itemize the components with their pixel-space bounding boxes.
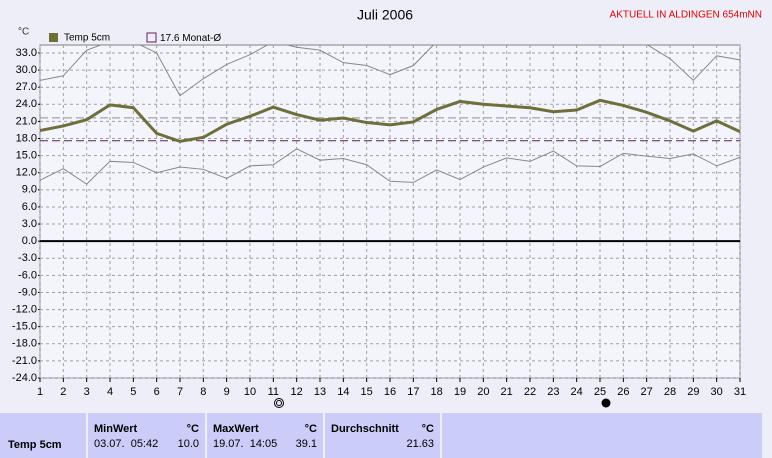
y-tick-label: 9.0: [22, 184, 37, 196]
avg-unit: °C: [421, 423, 434, 435]
temp-line: [40, 98, 740, 143]
x-tick-label: 10: [244, 386, 256, 398]
max-unit: °C: [304, 423, 317, 435]
y-tick-label: 24.0: [16, 98, 37, 110]
legend-label: 17.6 Monat-Ø: [160, 33, 221, 44]
x-tick-label: 3: [84, 386, 90, 398]
min-title: MinWert: [94, 423, 138, 435]
y-tick-label: 6.0: [22, 201, 37, 213]
x-tick-label: 17: [407, 386, 419, 398]
x-tick-label: 30: [711, 386, 723, 398]
avg-label: Monat-Ø: [182, 33, 221, 44]
max-cell: MaxWert °C 19.07. 14:05 39.1: [207, 413, 323, 458]
y-tick-label: 12.0: [16, 167, 37, 179]
y-tick-label: -24.0: [12, 372, 37, 384]
x-tick-label: 7: [177, 386, 183, 398]
x-tick-label: 4: [107, 386, 113, 398]
y-tick-label: -15.0: [12, 321, 37, 333]
chart-title: Juli 2006: [357, 7, 413, 23]
x-tick-label: 2: [60, 386, 66, 398]
x-tick-label: 8: [200, 386, 206, 398]
max-value: 39.1: [295, 438, 317, 450]
y-tick-label: -3.0: [18, 252, 37, 264]
max-title: MaxWert: [213, 423, 259, 435]
x-tick-label: 21: [501, 386, 513, 398]
min-time: 03.07. 05:42: [94, 438, 159, 450]
avg-value: 17.6: [160, 33, 180, 44]
legend-label: Temp 5cm: [64, 33, 110, 44]
avg-value: 21.63: [406, 438, 434, 450]
moon-icon: [274, 398, 284, 408]
x-tick-label: 1: [37, 386, 43, 398]
x-tick-label: 5: [130, 386, 136, 398]
y-tick-label: 27.0: [16, 81, 37, 93]
series-group: [40, 45, 740, 185]
legend-swatch: [49, 33, 58, 42]
x-tick-label: 16: [384, 386, 396, 398]
y-tick-label: 18.0: [16, 132, 37, 144]
max-time: 19.07. 14:05: [213, 438, 278, 450]
chart: Juli 2006 AKTUELL IN ALDINGEN 654mNN °C …: [12, 7, 762, 408]
extreme-line: [40, 148, 740, 185]
y-tick-label: 0.0: [22, 235, 37, 247]
x-tick-label: 24: [571, 386, 583, 398]
empty-cell: [442, 413, 762, 458]
x-tick-label: 11: [268, 386, 279, 398]
y-tick-label: -18.0: [12, 338, 37, 350]
x-tick-label: 27: [641, 386, 653, 398]
y-tick-label: -6.0: [18, 269, 37, 281]
min-value: 10.0: [177, 438, 199, 450]
x-tick-label: 18: [431, 386, 443, 398]
x-tick-label: 6: [154, 386, 160, 398]
row-label: Temp 5cm: [8, 439, 62, 451]
unit-label: °C: [18, 27, 29, 38]
y-tick-label: 30.0: [16, 64, 37, 76]
avg-title: Durchschnitt: [331, 423, 399, 435]
y-tick-label: -12.0: [12, 303, 37, 315]
extreme-line: [40, 45, 740, 97]
y-tick-label: 21.0: [16, 115, 37, 127]
y-tick-label: 33.0: [16, 47, 37, 59]
y-tick-label: -21.0: [12, 355, 37, 367]
x-tick-label: 19: [454, 386, 466, 398]
x-tick-label: 29: [687, 386, 699, 398]
moon-icon: [601, 398, 611, 408]
x-tick-label: 12: [291, 386, 303, 398]
x-tick-label: 15: [361, 386, 373, 398]
y-tick-label: 3.0: [22, 218, 37, 230]
legend-swatch: [146, 32, 157, 43]
x-tick-label: 14: [337, 386, 349, 398]
x-tick-label: 25: [594, 386, 606, 398]
x-tick-label: 9: [224, 386, 230, 398]
moon-icon: [276, 400, 282, 406]
row-label-cell: Temp 5cm: [0, 413, 86, 458]
min-cell: MinWert °C 03.07. 05:42 10.0: [88, 413, 205, 458]
y-tick-label: -9.0: [18, 286, 37, 298]
avg-cell: Durchschnitt °C 21.63: [325, 413, 440, 458]
y-tick-label: 15.0: [16, 150, 37, 162]
x-tick-label: 20: [477, 386, 489, 398]
x-tick-label: 28: [664, 386, 676, 398]
x-tick-label: 26: [617, 386, 629, 398]
x-tick-label: 31: [734, 386, 746, 398]
x-tick-label: 23: [547, 386, 559, 398]
station: AKTUELL IN ALDINGEN 654mNN: [610, 10, 762, 21]
x-tick-label: 13: [314, 386, 326, 398]
x-tick-label: 22: [524, 386, 536, 398]
min-unit: °C: [186, 423, 199, 435]
